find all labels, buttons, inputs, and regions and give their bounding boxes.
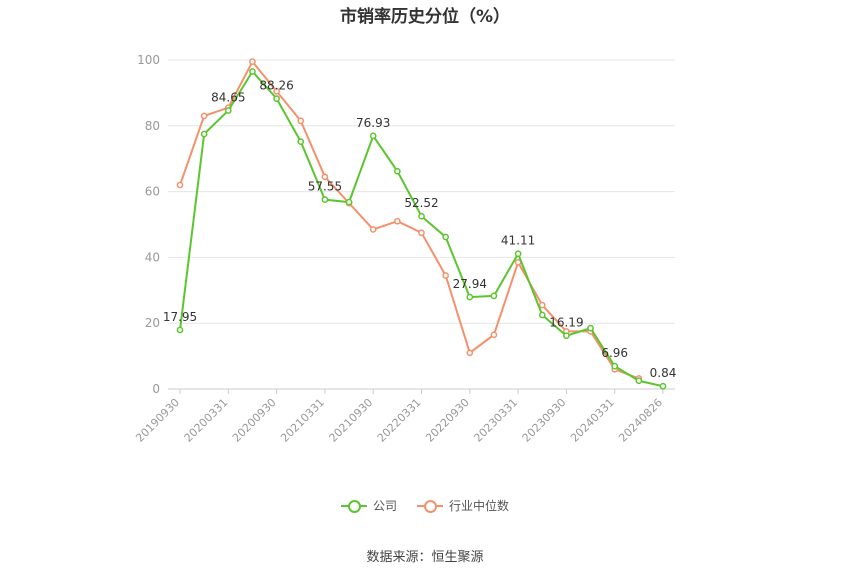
chart-title: 市销率历史分位（%） <box>339 7 511 27</box>
data-point-industry <box>176 181 184 189</box>
y-tick-label: 60 <box>145 185 160 199</box>
legend: 公司 行业中位数 <box>0 497 850 514</box>
data-point-company <box>611 362 619 370</box>
data-label: 6.96 <box>601 346 628 360</box>
data-point-company <box>249 68 256 75</box>
data-point-industry <box>321 173 329 181</box>
x-tick-label: 20230930 <box>520 396 569 445</box>
data-label: 76.93 <box>356 116 390 130</box>
data-point-industry <box>394 217 401 225</box>
y-tick-label: 80 <box>145 119 160 133</box>
x-tick-label: 20200331 <box>182 396 231 445</box>
source-note: 数据来源：恒生聚源 <box>366 550 484 565</box>
data-point-company <box>418 212 425 220</box>
y-tick-label: 20 <box>145 316 160 330</box>
data-point-company <box>321 196 329 204</box>
data-point-company <box>563 332 570 340</box>
y-tick-label: 40 <box>145 250 160 264</box>
legend-company-marker <box>340 498 367 514</box>
data-point-industry <box>466 349 474 357</box>
y-axis-ticks: 0 20 40 60 80 100 <box>137 53 160 396</box>
y-tick-label: 100 <box>137 53 160 67</box>
data-label: 88.26 <box>259 79 293 93</box>
x-axis: 20190930 20200331 20200930 20210331 20210930… <box>133 389 665 445</box>
x-tick-label: 20210930 <box>327 396 376 445</box>
data-point-company <box>224 107 232 114</box>
data-point-industry <box>273 87 280 95</box>
data-point-industry <box>418 229 425 237</box>
legend-industry-marker <box>417 498 443 514</box>
data-point-company <box>442 233 449 241</box>
x-tick-label: 20220930 <box>423 396 472 445</box>
legend-item-company[interactable]: 公司 <box>340 497 397 514</box>
legend-company-label: 公司 <box>372 499 397 513</box>
data-label: 16.19 <box>549 316 583 330</box>
x-tick-label: 20190930 <box>133 396 182 445</box>
data-label: 27.94 <box>453 277 487 291</box>
series-lines <box>176 58 667 390</box>
x-tick-label: 20200930 <box>230 396 279 445</box>
data-point-company <box>514 250 522 258</box>
data-label: 52.52 <box>404 196 438 210</box>
x-tick-label: 20210331 <box>278 396 327 445</box>
data-point-industry <box>490 331 498 339</box>
data-label: 17.95 <box>163 310 197 324</box>
data-point-industry <box>369 226 377 233</box>
data-point-industry <box>200 112 208 120</box>
data-point-company <box>176 326 184 334</box>
data-point-company <box>466 293 474 301</box>
data-point-company <box>659 382 667 390</box>
data-point-company <box>587 324 594 332</box>
data-point-company <box>345 198 353 206</box>
x-tick-label: 20220331 <box>375 396 424 445</box>
data-point-company <box>273 95 280 102</box>
legend-item-industry-median[interactable]: 行业中位数 <box>417 497 509 514</box>
data-point-company <box>490 292 498 300</box>
data-point-company <box>369 132 377 140</box>
data-label: 0.84 <box>650 366 677 380</box>
data-label: 57.55 <box>308 180 342 194</box>
series-line-company <box>179 69 664 388</box>
data-label: 84.65 <box>211 91 245 105</box>
x-tick-label: 20240826 <box>616 396 665 445</box>
series-line-industry <box>179 59 640 380</box>
data-label: 41.11 <box>501 234 535 248</box>
data-point-industry <box>538 301 546 309</box>
data-point-industry <box>442 272 449 279</box>
data-point-company <box>394 167 401 175</box>
data-point-industry <box>249 58 256 65</box>
x-tick-label: 20230331 <box>471 396 520 445</box>
data-point-company <box>538 311 546 319</box>
data-point-company <box>297 138 305 145</box>
legend-industry-label: 行业中位数 <box>449 499 510 513</box>
data-labels: 17.95 84.65 88.26 57.55 76.93 52.52 27.94 41.11… <box>163 79 677 381</box>
y-tick-label: 0 <box>152 382 160 396</box>
data-point-industry <box>297 117 305 125</box>
data-point-company <box>635 377 643 385</box>
data-point-company <box>200 130 208 138</box>
x-tick-label: 20240331 <box>568 396 617 445</box>
